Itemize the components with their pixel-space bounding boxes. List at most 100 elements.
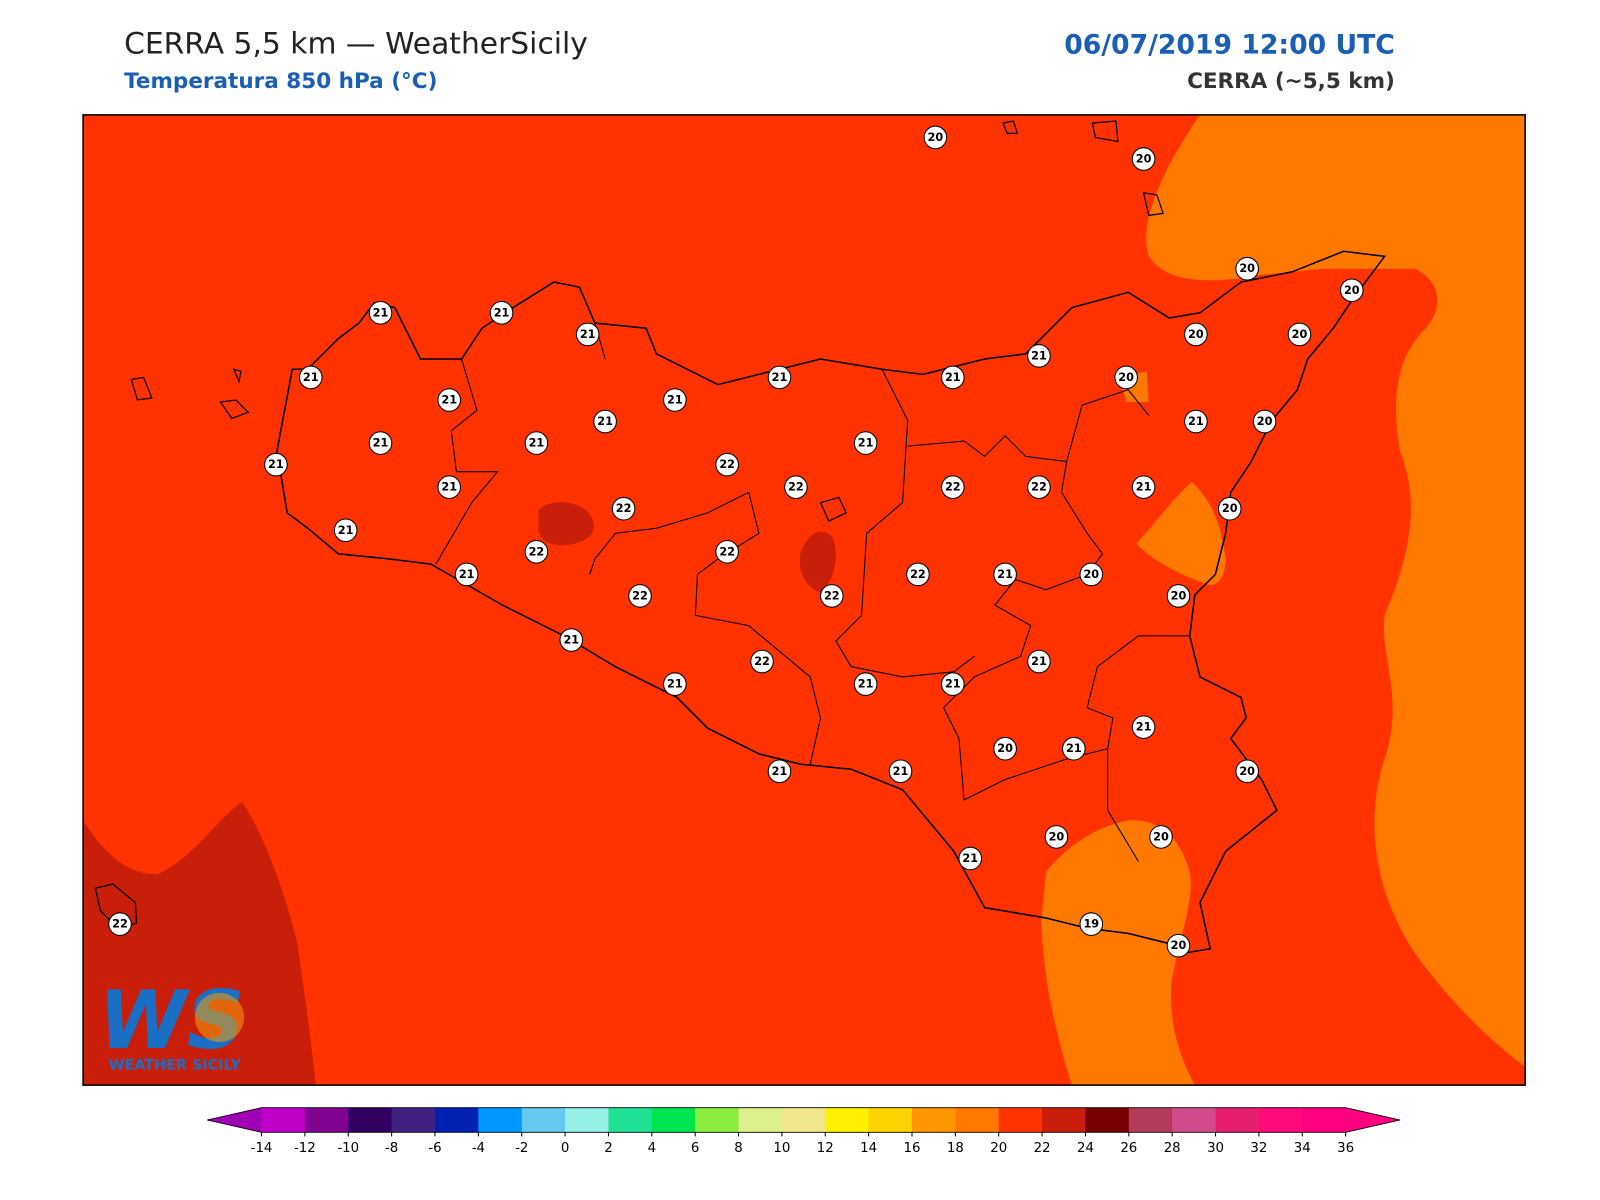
station-value: 22 bbox=[910, 568, 926, 581]
station: 21 bbox=[593, 409, 617, 434]
colorbar-bin bbox=[998, 1107, 1043, 1133]
colorbar-bin bbox=[1215, 1107, 1260, 1133]
station-value: 21 bbox=[441, 394, 457, 407]
station-marker bbox=[941, 365, 965, 390]
station: 22 bbox=[715, 452, 739, 477]
station: 21 bbox=[767, 365, 792, 390]
station: 21 bbox=[941, 672, 965, 696]
colorbar-bin bbox=[1128, 1107, 1173, 1133]
station-marker bbox=[1166, 933, 1191, 958]
station-marker bbox=[524, 431, 549, 455]
station-marker bbox=[906, 562, 930, 587]
station-marker bbox=[1287, 322, 1312, 347]
station-value: 20 bbox=[1292, 328, 1308, 341]
station: 20 bbox=[1217, 496, 1242, 521]
station-value: 21 bbox=[945, 371, 961, 384]
station-value: 21 bbox=[962, 852, 978, 865]
station-marker bbox=[1027, 344, 1051, 368]
station: 22 bbox=[941, 475, 965, 499]
station-value: 21 bbox=[373, 306, 389, 319]
station: 22 bbox=[715, 539, 739, 564]
station-value: 21 bbox=[373, 437, 389, 450]
station-value: 21 bbox=[338, 524, 354, 537]
station: 20 bbox=[1131, 147, 1156, 171]
colorbar-tick-label: 24 bbox=[1077, 1141, 1094, 1156]
colorbar-tick-label: 30 bbox=[1207, 1141, 1224, 1156]
station: 21 bbox=[264, 452, 288, 477]
station-marker bbox=[1166, 584, 1191, 608]
colorbar-bin bbox=[1258, 1107, 1303, 1133]
station-value: 20 bbox=[1239, 262, 1255, 275]
station-value: 20 bbox=[1344, 284, 1360, 297]
station-marker bbox=[1149, 825, 1173, 849]
station-value: 22 bbox=[1031, 481, 1047, 494]
station-value: 22 bbox=[529, 545, 545, 558]
station-value: 21 bbox=[997, 568, 1013, 581]
station-value: 20 bbox=[1083, 568, 1099, 581]
station-marker bbox=[524, 539, 549, 564]
station-value: 20 bbox=[928, 131, 944, 144]
colorbar: -14 -12 -10 -8 -6 -4 -2 0 2 4 6 8 10 12 14 16 18 20 22 24 26… bbox=[207, 1107, 1401, 1156]
station-marker bbox=[1184, 322, 1208, 347]
colorbar-tick-label: -8 bbox=[385, 1141, 398, 1156]
colorbar-bin bbox=[912, 1107, 956, 1133]
station-value: 20 bbox=[1153, 830, 1169, 843]
colorbar-tick-label: 28 bbox=[1164, 1141, 1181, 1156]
station-marker bbox=[368, 431, 393, 455]
station: 21 bbox=[853, 431, 878, 455]
colorbar-bin bbox=[478, 1107, 523, 1133]
station-value: 21 bbox=[858, 678, 874, 691]
station-marker bbox=[663, 388, 687, 412]
colorbar-tick-label: 22 bbox=[1034, 1141, 1051, 1156]
station-value: 21 bbox=[459, 568, 475, 581]
field-22-24 bbox=[799, 531, 836, 593]
station-marker bbox=[1079, 562, 1104, 587]
station: 21 bbox=[941, 365, 965, 390]
colorbar-bin bbox=[565, 1107, 609, 1133]
station-marker bbox=[1027, 649, 1051, 674]
station: 21 bbox=[1062, 736, 1086, 761]
station: 21 bbox=[368, 431, 393, 455]
station-marker bbox=[368, 301, 393, 325]
colorbar-tick-label: 36 bbox=[1337, 1141, 1354, 1156]
station-value: 21 bbox=[1136, 721, 1152, 734]
station-value: 21 bbox=[303, 371, 319, 384]
station-marker bbox=[750, 649, 774, 674]
station-marker bbox=[958, 846, 983, 871]
station: 21 bbox=[298, 365, 323, 390]
station-marker bbox=[1131, 147, 1156, 171]
station-value: 20 bbox=[1188, 328, 1204, 341]
station: 20 bbox=[1114, 365, 1138, 390]
station-marker bbox=[1079, 912, 1104, 936]
station-value: 21 bbox=[441, 481, 457, 494]
field-18-20 bbox=[1146, 114, 1526, 1067]
colorbar-tick-label: 14 bbox=[860, 1141, 877, 1156]
station-marker bbox=[888, 759, 913, 784]
station-value: 21 bbox=[580, 328, 596, 341]
station: 21 bbox=[1184, 409, 1208, 434]
station-value: 21 bbox=[1066, 742, 1082, 755]
station-marker bbox=[767, 759, 792, 784]
station: 22 bbox=[819, 584, 844, 608]
station: 21 bbox=[888, 759, 913, 784]
colorbar-bin bbox=[695, 1107, 740, 1133]
station-marker bbox=[437, 475, 462, 499]
colorbar-tick-label: 32 bbox=[1250, 1141, 1267, 1156]
station-value: 21 bbox=[667, 394, 683, 407]
station-marker bbox=[1217, 496, 1242, 521]
station: 20 bbox=[1166, 584, 1191, 608]
station: 21 bbox=[489, 301, 514, 325]
station-marker bbox=[264, 452, 288, 477]
colorbar-tick-label: 10 bbox=[773, 1141, 790, 1156]
colorbar-bin bbox=[434, 1107, 479, 1133]
colorbar-bin bbox=[1172, 1107, 1217, 1133]
station-value: 21 bbox=[597, 415, 613, 428]
islands bbox=[94, 120, 1164, 930]
map: 20 20 20 20 20 20 21 21 21 21 21 21 21 20 21 21 21 21 20 21… bbox=[83, 114, 1526, 1086]
station-value: 21 bbox=[529, 437, 545, 450]
station: 20 bbox=[1079, 562, 1104, 587]
station: 21 bbox=[1131, 475, 1156, 499]
field-22-24 bbox=[538, 502, 595, 546]
station: 22 bbox=[524, 539, 549, 564]
